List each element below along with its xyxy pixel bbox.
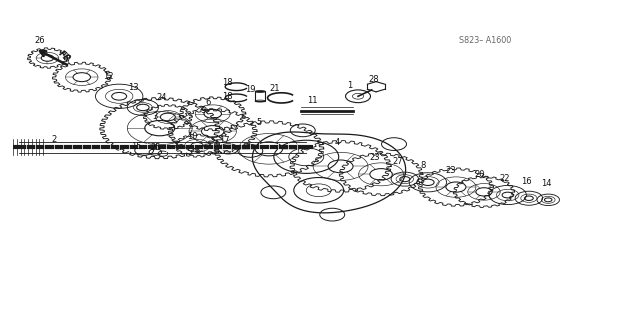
Text: 4: 4 xyxy=(335,138,340,147)
Bar xyxy=(255,92,265,101)
Text: 19: 19 xyxy=(245,85,256,94)
Text: 10: 10 xyxy=(187,132,198,141)
Text: 25: 25 xyxy=(150,143,161,152)
Text: 13: 13 xyxy=(128,83,139,92)
Text: 27: 27 xyxy=(392,157,403,166)
Text: 15: 15 xyxy=(131,142,142,151)
Text: 2: 2 xyxy=(51,135,56,144)
Text: 14: 14 xyxy=(541,180,552,188)
Text: 12: 12 xyxy=(102,72,113,81)
Text: 5: 5 xyxy=(257,118,262,127)
Text: 23: 23 xyxy=(446,166,456,175)
Text: 9: 9 xyxy=(201,106,206,115)
Text: 8: 8 xyxy=(421,161,426,170)
Text: 16: 16 xyxy=(521,177,532,186)
Text: 22: 22 xyxy=(499,174,510,183)
Text: 3: 3 xyxy=(152,113,158,122)
Text: 24: 24 xyxy=(156,93,167,102)
Text: 7: 7 xyxy=(66,55,71,64)
Text: 6: 6 xyxy=(206,98,211,107)
Text: 21: 21 xyxy=(270,84,281,93)
Text: 18: 18 xyxy=(222,78,232,87)
Text: 20: 20 xyxy=(474,170,485,179)
Text: S823– A1600: S823– A1600 xyxy=(459,36,511,45)
Text: 11: 11 xyxy=(308,96,318,105)
Text: 17: 17 xyxy=(219,136,229,145)
Text: 28: 28 xyxy=(368,75,379,84)
Text: 26: 26 xyxy=(34,36,44,45)
Text: 23: 23 xyxy=(369,153,380,162)
Text: 18: 18 xyxy=(222,92,232,101)
Text: FR.: FR. xyxy=(57,49,75,67)
Text: 1: 1 xyxy=(348,81,352,90)
